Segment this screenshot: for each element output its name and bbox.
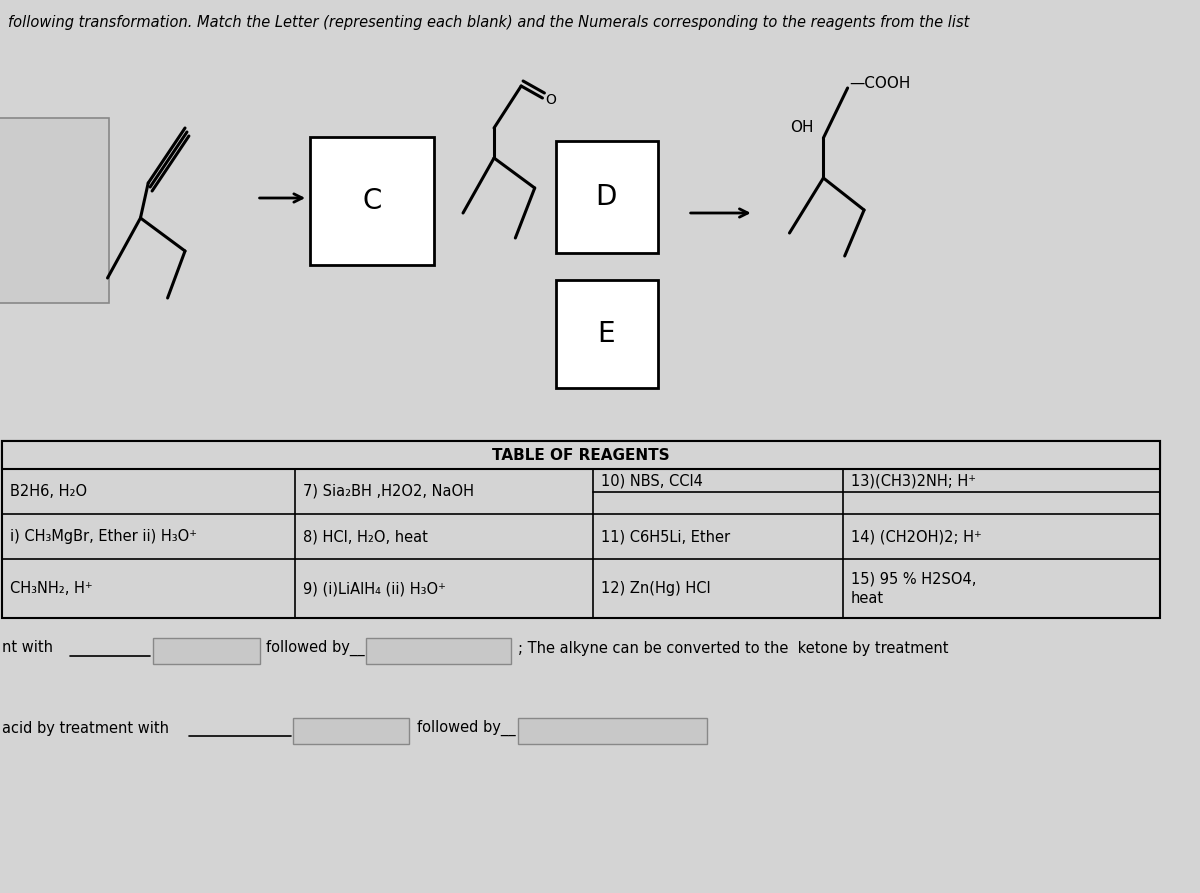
Text: 7) Sia₂BH ,H2O2, NaOH: 7) Sia₂BH ,H2O2, NaOH [304,484,474,499]
Bar [556,141,658,253]
Text: 13)(CH3)2NH; H⁺: 13)(CH3)2NH; H⁺ [851,473,976,488]
Text: followed by__: followed by__ [266,640,365,656]
Text: 9) (i)LiAlH₄ (ii) H₃O⁺: 9) (i)LiAlH₄ (ii) H₃O⁺ [304,581,446,596]
Bar [556,280,658,388]
Bar [2,441,1160,618]
Text: i) CH₃MgBr, Ether ii) H₃O⁺: i) CH₃MgBr, Ether ii) H₃O⁺ [10,529,197,544]
Bar [2,441,1160,469]
Bar [518,718,707,744]
Text: heat: heat [851,591,883,606]
Text: nt with: nt with [2,640,53,655]
Bar [310,137,434,265]
Text: 15) 95 % H2SO4,: 15) 95 % H2SO4, [851,571,976,586]
Text: CH₃NH₂, H⁺: CH₃NH₂, H⁺ [10,581,92,596]
Text: TABLE OF REAGENTS: TABLE OF REAGENTS [492,447,670,463]
Bar [366,638,511,664]
Text: 12) Zn(Hg) HCl: 12) Zn(Hg) HCl [600,581,710,596]
Text: E: E [598,320,616,348]
Text: 14) (CH2OH)2; H⁺: 14) (CH2OH)2; H⁺ [851,529,982,544]
Text: 8) HCl, H₂O, heat: 8) HCl, H₂O, heat [304,529,428,544]
Text: 11) C6H5Li, Ether: 11) C6H5Li, Ether [600,529,730,544]
Text: OH: OH [790,121,814,136]
Text: 10) NBS, CCl4: 10) NBS, CCl4 [600,473,702,488]
Text: C: C [362,187,382,215]
Text: O: O [545,93,557,107]
Text: ; The alkyne can be converted to the  ketone by treatment: ; The alkyne can be converted to the ket… [518,640,949,655]
Bar [154,638,259,664]
Text: following transformation. Match the Letter (representing each blank) and the Num: following transformation. Match the Lett… [7,15,970,30]
Bar [0,118,109,303]
Text: acid by treatment with: acid by treatment with [2,721,169,736]
Text: followed by__: followed by__ [416,720,515,736]
Text: B2H6, H₂O: B2H6, H₂O [10,484,86,499]
Text: —COOH: —COOH [850,77,911,91]
Text: D: D [595,183,617,211]
Bar [293,718,409,744]
